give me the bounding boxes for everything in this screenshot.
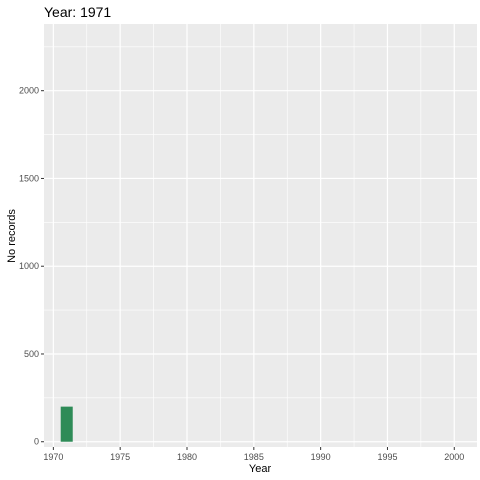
minor-gridlines xyxy=(44,24,477,447)
x-axis-ticks: 1970 1975 1980 1985 1990 1995 2000 xyxy=(43,447,464,462)
x-tick-label: 1975 xyxy=(110,452,130,462)
bar xyxy=(60,406,73,442)
x-tick-label: 2000 xyxy=(444,452,464,462)
plot-panel xyxy=(44,24,477,447)
y-axis-label: No records xyxy=(6,209,18,263)
x-tick-label: 1970 xyxy=(43,452,63,462)
y-tick-label: 0 xyxy=(34,437,39,447)
x-tick-label: 1985 xyxy=(244,452,264,462)
y-tick-label: 1500 xyxy=(19,173,39,183)
y-axis-ticks: 0 500 1000 1500 2000 xyxy=(19,86,44,447)
x-tick-label: 1980 xyxy=(177,452,197,462)
chart-title: Year: 1971 xyxy=(44,4,111,20)
major-gridlines xyxy=(44,24,477,447)
y-tick-label: 500 xyxy=(24,349,39,359)
y-tick-label: 2000 xyxy=(19,86,39,96)
x-tick-label: 1990 xyxy=(311,452,331,462)
y-tick-label: 1000 xyxy=(19,261,39,271)
bars xyxy=(60,406,73,442)
x-tick-label: 1995 xyxy=(377,452,397,462)
x-axis-label: Year xyxy=(249,463,272,475)
